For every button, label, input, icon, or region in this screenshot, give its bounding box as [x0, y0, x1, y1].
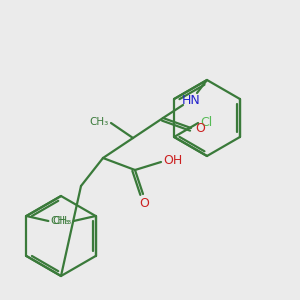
- Text: OH: OH: [163, 154, 182, 166]
- Text: O: O: [139, 197, 149, 210]
- Text: HN: HN: [182, 94, 200, 106]
- Text: Cl: Cl: [200, 116, 212, 128]
- Text: CH₃: CH₃: [50, 216, 70, 226]
- Text: CH₃: CH₃: [52, 216, 72, 226]
- Text: O: O: [195, 122, 205, 136]
- Text: CH₃: CH₃: [90, 117, 109, 127]
